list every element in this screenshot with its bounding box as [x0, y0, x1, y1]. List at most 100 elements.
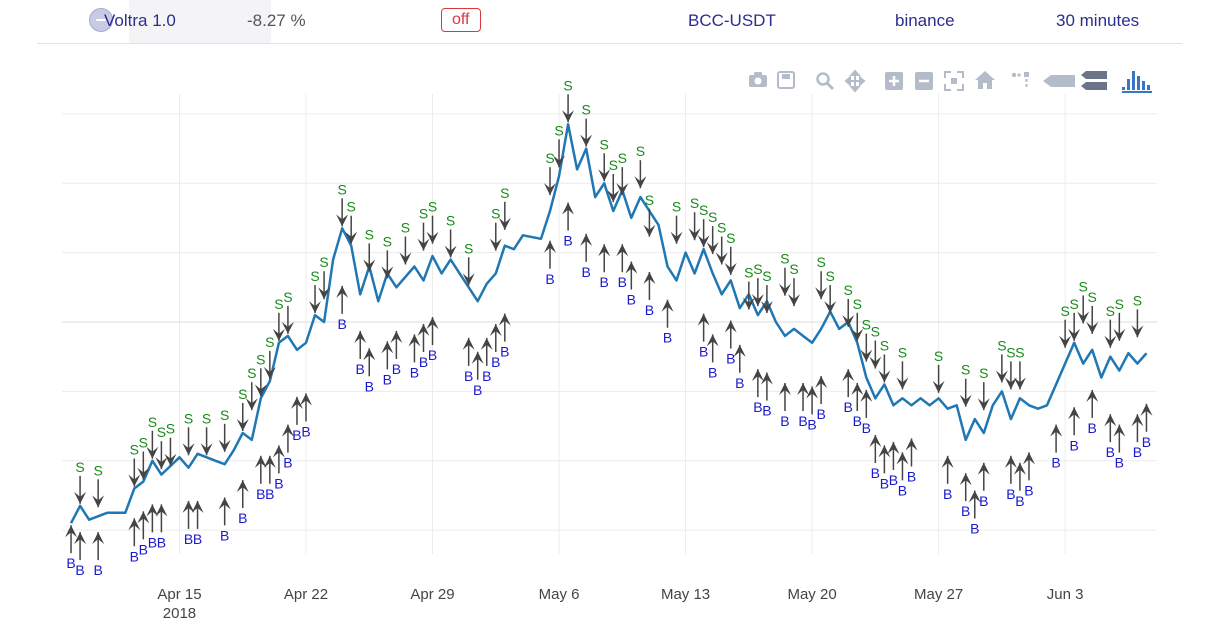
sell-arrow-head [562, 110, 575, 123]
strategy-name-cell [129, 0, 271, 43]
buy-marker-label: B [907, 468, 916, 484]
save-icon[interactable] [777, 71, 795, 89]
sell-arrow-head [580, 134, 593, 147]
status-badge[interactable]: off [441, 8, 481, 32]
buy-marker-label: B [618, 274, 627, 290]
sell-marker-label: S [672, 199, 681, 215]
sell-marker-label: S [762, 268, 771, 284]
autoscale-icon[interactable] [944, 71, 964, 91]
zoom-in-icon[interactable] [885, 72, 903, 90]
buy-marker-label: B [663, 330, 672, 346]
x-tick-label: May 13 [661, 586, 710, 603]
sell-arrow-head [643, 224, 656, 237]
sell-marker-label: S [464, 240, 473, 256]
profit-percentage: -8.27 % [247, 11, 306, 30]
sell-arrow-head [788, 294, 801, 307]
buy-marker-label: B [482, 368, 491, 384]
buy-marker-label: B [220, 527, 229, 543]
buy-marker-label: B [473, 382, 482, 398]
sell-marker-label: S [898, 344, 907, 360]
buy-arrow-head [254, 455, 267, 468]
buy-arrow-head [390, 330, 403, 343]
sell-arrow-head [309, 301, 322, 314]
collapse-button[interactable] [89, 8, 113, 32]
buy-marker-label: B [889, 472, 898, 488]
hover-closest-icon[interactable] [1043, 75, 1075, 87]
sell-marker-label: S [265, 334, 274, 350]
sell-marker-label: S [609, 157, 618, 173]
buy-marker-label: B [256, 486, 265, 502]
hover-compare-icon[interactable] [1081, 71, 1107, 90]
sell-marker-label: S [157, 424, 166, 440]
sell-marker-label: S [600, 136, 609, 152]
sell-marker-label: S [401, 220, 410, 236]
buy-arrow-head [778, 382, 791, 395]
sell-marker-label: S [283, 289, 292, 305]
price-line [69, 123, 1148, 524]
sell-arrow-head [1059, 335, 1072, 348]
buy-marker-label: B [1115, 455, 1124, 471]
sell-marker-label: S [726, 230, 735, 246]
buy-arrow-head [896, 452, 909, 465]
reset-axes-icon[interactable] [975, 71, 995, 89]
buy-marker-label: B [600, 274, 609, 290]
sell-marker-label: S [1060, 303, 1069, 319]
buy-marker-label: B [419, 354, 428, 370]
sell-marker-label: S [491, 206, 500, 222]
camera-icon[interactable] [749, 72, 767, 87]
buy-marker-label: B [699, 344, 708, 360]
buy-marker-label: B [337, 316, 346, 332]
buy-marker-label: B [844, 399, 853, 415]
sell-marker-label: S [93, 462, 102, 478]
buy-arrow-head [968, 490, 981, 503]
zoom-out-icon[interactable] [915, 72, 933, 90]
sell-marker-label: S [337, 181, 346, 197]
spike-lines-icon[interactable] [1011, 72, 1029, 87]
buy-arrow-head [869, 435, 882, 447]
buy-arrow-head [498, 313, 511, 326]
buy-marker-label: B [1024, 482, 1033, 498]
sell-arrow-head [778, 283, 791, 296]
sell-arrow-head [751, 294, 764, 307]
sell-marker-label: S [500, 185, 509, 201]
horizontal-gridlines [62, 113, 1157, 531]
pan-icon[interactable] [844, 69, 866, 93]
sell-arrow-head [670, 231, 683, 244]
sell-marker-label: S [1069, 296, 1078, 312]
buy-marker-label: B [943, 486, 952, 502]
buy-marker-label: B [392, 361, 401, 377]
sell-arrow-head [1068, 328, 1081, 341]
sell-arrow-head [318, 287, 331, 300]
sell-marker-label: S [880, 337, 889, 353]
sell-arrow-head [860, 349, 873, 362]
sell-marker-label: S [247, 365, 256, 381]
sell-arrow-head [164, 453, 177, 466]
buy-arrow-head [471, 351, 484, 364]
buy-marker-label: B [238, 510, 247, 526]
strategy-name[interactable]: Voltra 1.0 [104, 11, 176, 30]
sell-arrow-head [218, 439, 231, 452]
buy-marker-label: B [93, 562, 102, 578]
sell-marker-label: S [419, 206, 428, 222]
sell-marker-label: S [75, 459, 84, 475]
buy-arrow-head [146, 504, 159, 517]
plotly-logo-icon[interactable] [1122, 71, 1152, 93]
buy-arrow-head [272, 445, 285, 458]
sell-arrow-head [498, 217, 511, 230]
buy-marker-label: B [898, 482, 907, 498]
buy-arrow-head [1131, 414, 1144, 427]
sell-marker-label: S [428, 199, 437, 215]
zoom-icon[interactable] [816, 72, 835, 91]
buy-marker-label: B [1142, 434, 1151, 450]
buy-marker-label: B [816, 406, 825, 422]
buy-arrow-head [363, 348, 376, 361]
buy-arrow-head [1004, 455, 1017, 468]
buy-arrow-head [851, 382, 864, 395]
buy-arrow-head [806, 386, 819, 399]
sell-arrow-head [851, 328, 864, 341]
buy-marker-label: B [871, 465, 880, 481]
sell-marker-label: S [753, 261, 762, 277]
sell-arrow-head [489, 238, 502, 251]
